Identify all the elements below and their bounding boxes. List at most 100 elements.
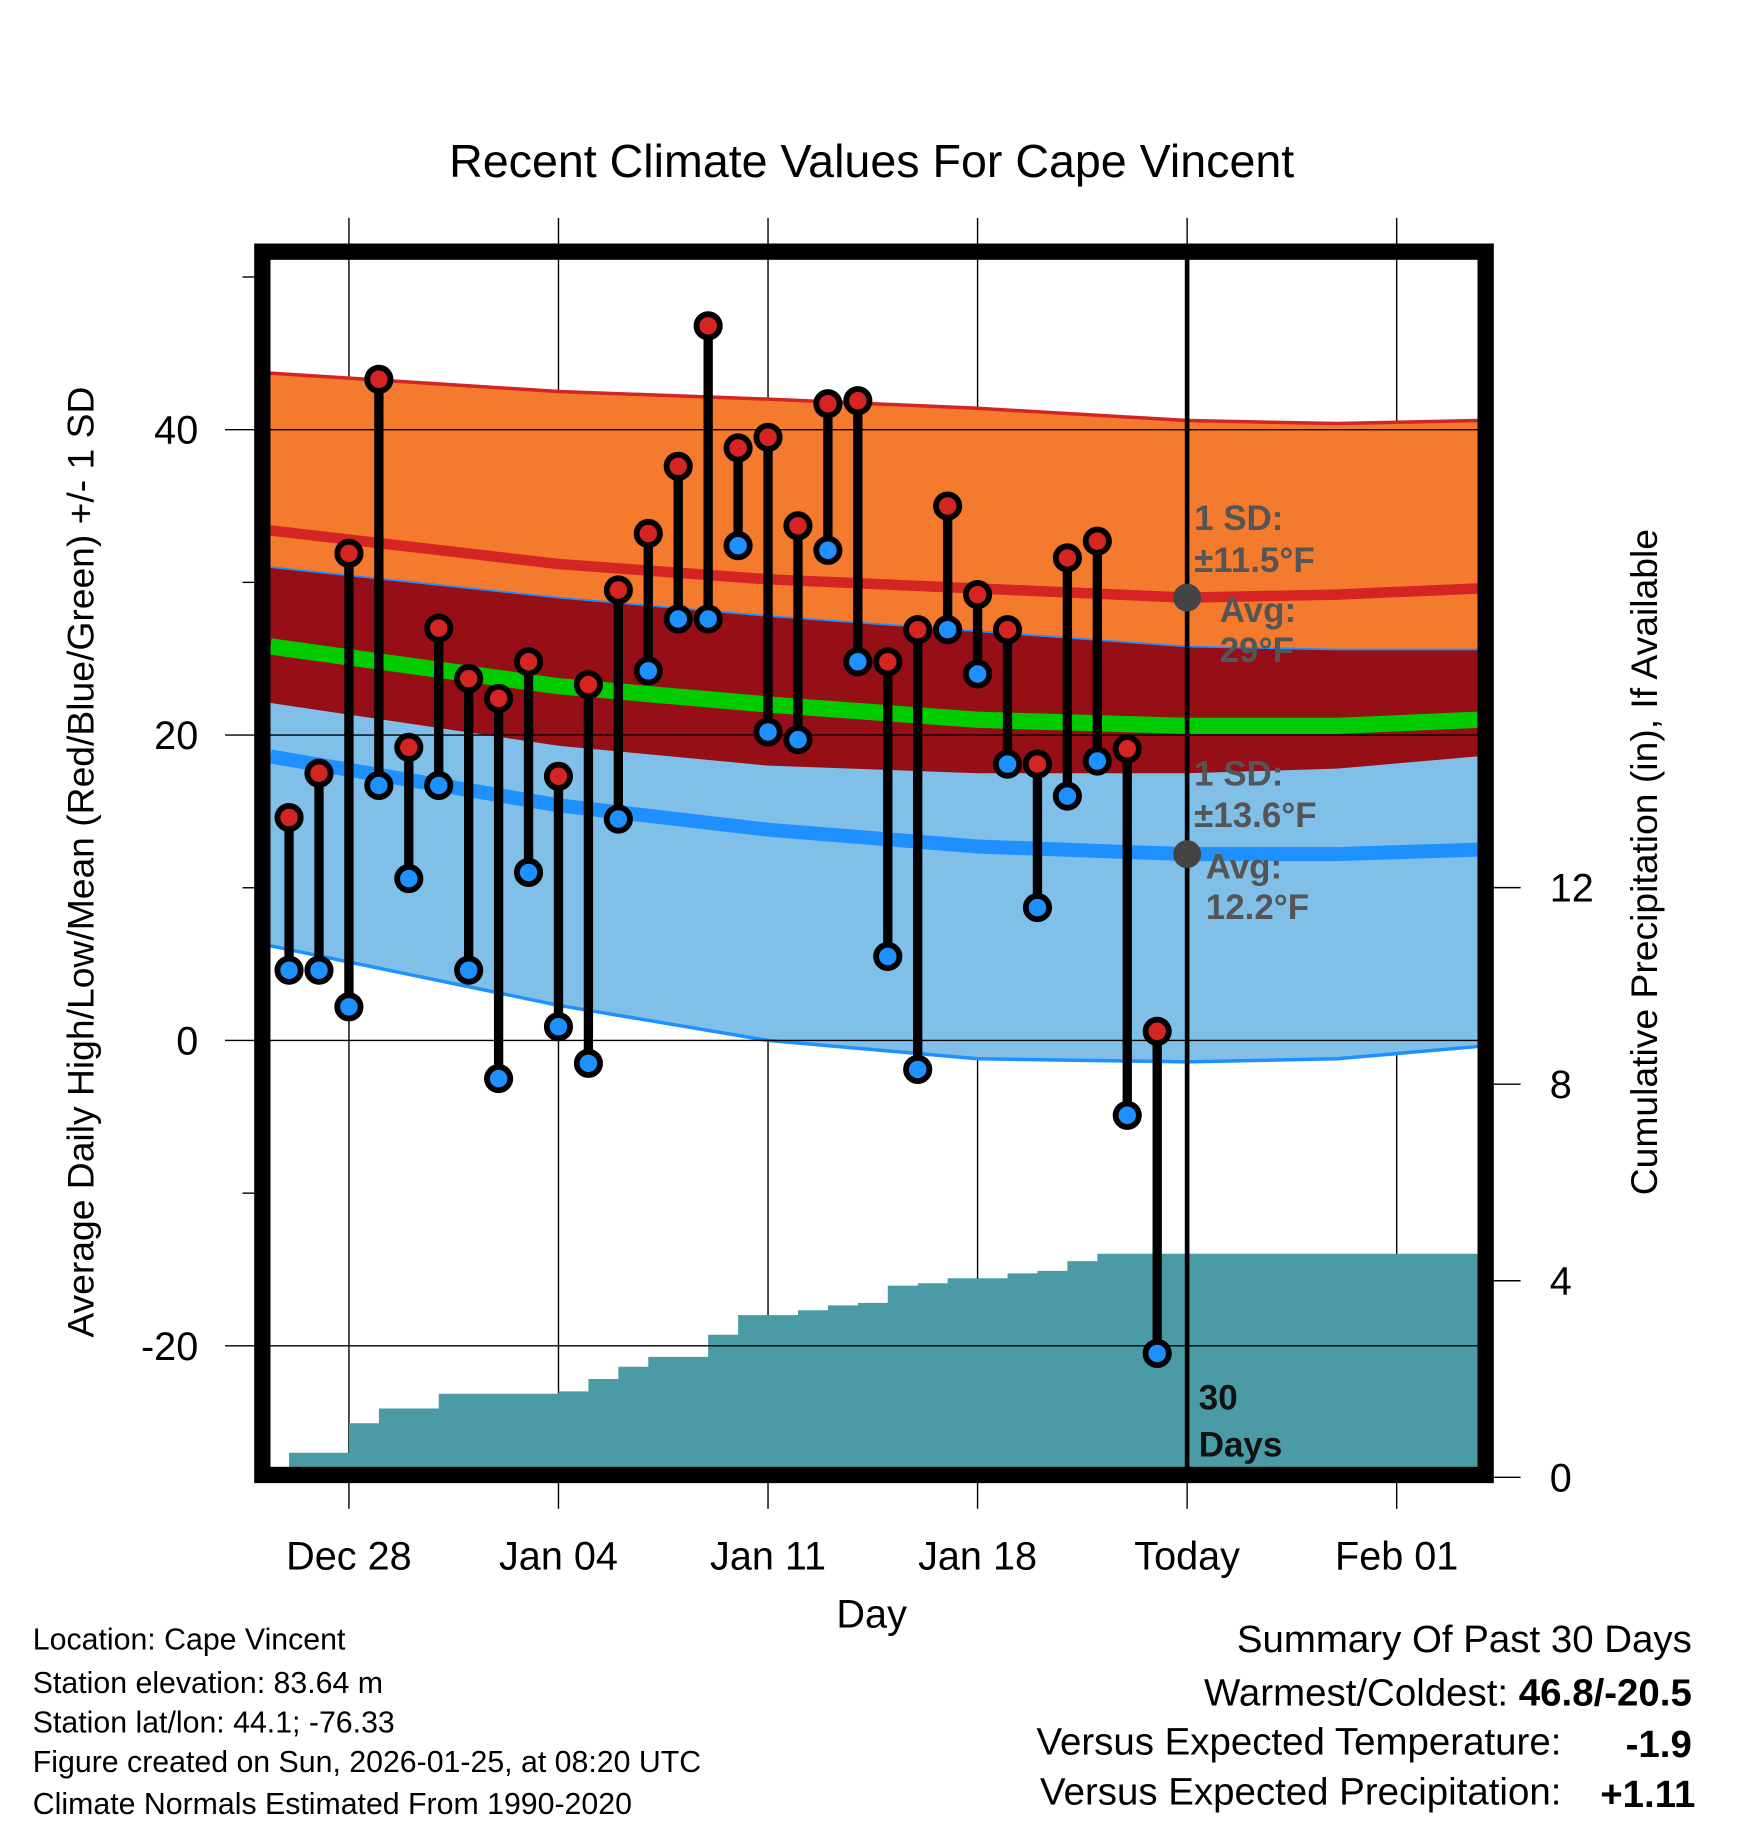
y2-tick-label: 4 bbox=[1550, 1260, 1572, 1304]
low-point bbox=[484, 1064, 514, 1094]
summary: Summary Of Past 30 Days Warmest/Coldest:… bbox=[1036, 1618, 1695, 1816]
day-mark bbox=[304, 758, 334, 985]
y-tick-label: 40 bbox=[154, 409, 198, 453]
low-avg-marker bbox=[1173, 840, 1202, 869]
y-tick-label: 0 bbox=[176, 1019, 198, 1063]
x-tick-label: Feb 01 bbox=[1335, 1534, 1458, 1578]
high-avg-marker bbox=[1173, 583, 1202, 612]
low-point bbox=[543, 1012, 574, 1042]
plot-frame bbox=[254, 243, 1494, 1484]
low-point bbox=[334, 992, 364, 1022]
low-point bbox=[903, 1054, 933, 1085]
low-point bbox=[992, 749, 1023, 779]
x-tick-label: Jan 04 bbox=[499, 1534, 618, 1578]
precipitation-area bbox=[289, 1253, 1478, 1468]
latlon-text: Station lat/lon: 44.1; -76.33 bbox=[33, 1706, 395, 1739]
horizontal-gridlines bbox=[225, 428, 1478, 1347]
low-point bbox=[843, 647, 873, 677]
mean-line bbox=[270, 638, 1478, 735]
high-point bbox=[454, 663, 484, 694]
low-point bbox=[424, 770, 454, 801]
day-mark bbox=[813, 389, 843, 565]
axes: Dec 28 Jan 04 Jan 11 Jan 18 Today Feb 0140200… bbox=[141, 276, 1594, 1578]
low-point bbox=[1082, 746, 1112, 776]
high-point bbox=[603, 575, 633, 605]
day-mark bbox=[484, 683, 514, 1094]
y2-tick-label: 8 bbox=[1550, 1063, 1572, 1107]
temp-value: -1.9 bbox=[1626, 1723, 1692, 1766]
low-sd-label: 1 SD: bbox=[1194, 754, 1283, 793]
low-sd-value: ±13.6°F bbox=[1194, 796, 1316, 835]
high-point bbox=[513, 647, 544, 677]
precip-label: Versus Expected Precipitation: bbox=[1040, 1771, 1561, 1814]
high-point bbox=[633, 518, 663, 549]
high-point bbox=[334, 538, 364, 568]
created-text: Figure created on Sun, 2026-01-25, at 08… bbox=[33, 1746, 701, 1779]
low-point bbox=[364, 770, 394, 801]
day-mark bbox=[424, 613, 454, 801]
high-point bbox=[274, 802, 304, 833]
day-mark bbox=[783, 511, 813, 755]
low-avg-label: Avg: bbox=[1206, 847, 1282, 886]
high-point bbox=[873, 647, 903, 677]
low-point bbox=[1022, 893, 1053, 923]
temp-label: Versus Expected Temperature: bbox=[1036, 1721, 1561, 1764]
low-point bbox=[693, 604, 723, 634]
day-mark bbox=[873, 647, 903, 972]
day-mark bbox=[1082, 526, 1112, 776]
warmest-coldest: Warmest/Coldest: 46.8/-20.5 bbox=[1204, 1672, 1692, 1715]
elevation-text: Station elevation: 83.64 m bbox=[33, 1667, 383, 1700]
warmest-coldest-value: 46.8/-20.5 bbox=[1519, 1672, 1692, 1715]
high-point bbox=[693, 311, 723, 341]
low-point bbox=[753, 717, 783, 747]
high-point bbox=[843, 386, 873, 416]
chart-title: Recent Climate Values For Cape Vincent bbox=[449, 135, 1294, 187]
day-mark bbox=[992, 615, 1023, 779]
x-axis-label: Day bbox=[836, 1593, 907, 1637]
location-text: Location: Cape Vincent bbox=[33, 1624, 346, 1657]
day-mark bbox=[454, 663, 484, 985]
low-point bbox=[603, 804, 633, 834]
x-tick-label: Jan 18 bbox=[918, 1534, 1037, 1578]
low-point bbox=[723, 531, 753, 561]
high-point bbox=[1082, 526, 1112, 556]
high-avg-label: Avg: bbox=[1220, 591, 1296, 630]
low-point bbox=[304, 955, 334, 985]
high-point bbox=[484, 683, 514, 713]
high-avg-value: 29°F bbox=[1220, 631, 1294, 670]
low-point bbox=[394, 864, 424, 894]
high-point bbox=[753, 422, 783, 452]
y-tick-label: 20 bbox=[154, 714, 198, 758]
low-avg-value: 12.2°F bbox=[1206, 888, 1309, 927]
x-tick-label: Today bbox=[1134, 1534, 1240, 1578]
high-upper-line bbox=[270, 371, 1478, 426]
day-mark bbox=[963, 580, 993, 689]
day-mark bbox=[1052, 543, 1082, 811]
day-mark bbox=[843, 386, 873, 677]
high-point bbox=[1142, 1016, 1172, 1046]
low-point bbox=[1142, 1338, 1172, 1369]
day-mark bbox=[723, 433, 753, 561]
summary-title: Summary Of Past 30 Days bbox=[1237, 1618, 1692, 1661]
low-point bbox=[274, 955, 304, 985]
high-sd-label: 1 SD: bbox=[1194, 499, 1283, 538]
precip-value: +1.11 bbox=[1600, 1773, 1695, 1816]
high-point bbox=[1112, 734, 1142, 764]
low-point bbox=[873, 941, 903, 972]
warmest-coldest-label: Warmest/Coldest: bbox=[1204, 1672, 1519, 1715]
high-point bbox=[663, 451, 693, 481]
y-tick-label: -20 bbox=[141, 1325, 198, 1369]
day-mark bbox=[753, 422, 783, 747]
day-mark bbox=[933, 491, 963, 645]
high-sd-value: ±11.5°F bbox=[1194, 541, 1315, 580]
day-mark bbox=[1112, 734, 1142, 1130]
low-point bbox=[783, 725, 813, 755]
x-tick-label: Dec 28 bbox=[286, 1534, 412, 1578]
day-mark bbox=[573, 670, 603, 1078]
day-mark bbox=[903, 615, 933, 1085]
high-point bbox=[304, 758, 334, 788]
day-mark bbox=[394, 732, 424, 894]
day-mark bbox=[693, 311, 723, 634]
low-point bbox=[663, 604, 693, 634]
low-point bbox=[573, 1048, 603, 1078]
